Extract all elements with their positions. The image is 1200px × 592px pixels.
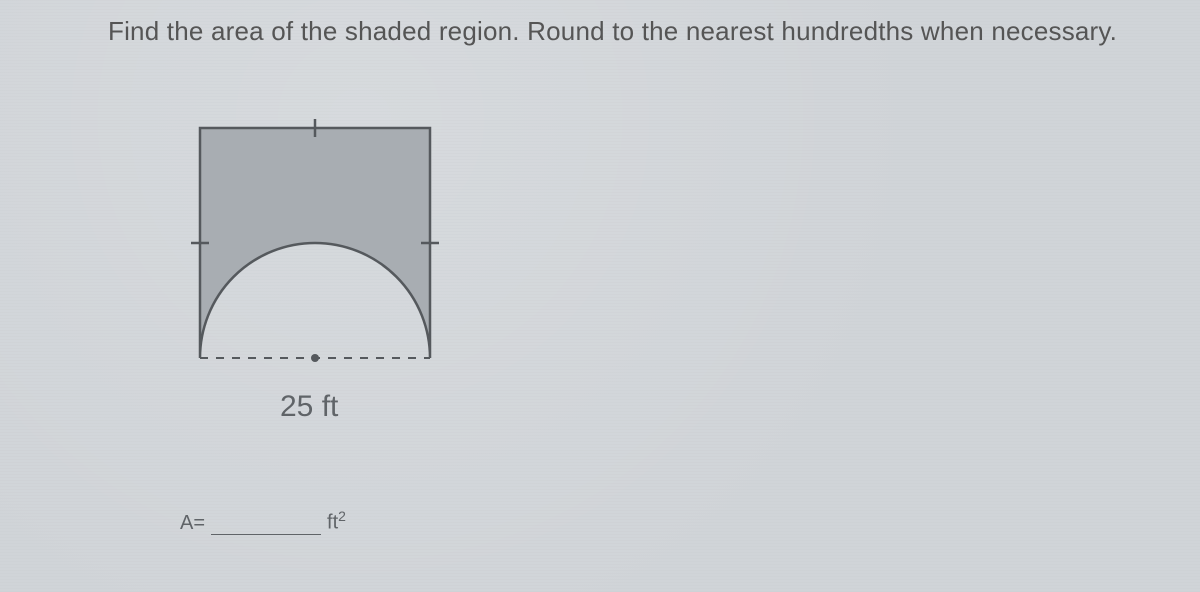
answer-prefix: A= bbox=[180, 512, 205, 535]
answer-blank[interactable] bbox=[211, 512, 321, 535]
question-text: Find the area of the shaded region. Roun… bbox=[108, 16, 1117, 47]
shaded-region-svg bbox=[175, 108, 455, 438]
answer-line: A= ft2 bbox=[180, 508, 346, 535]
answer-unit: ft2 bbox=[327, 508, 346, 535]
dimension-label: 25 ft bbox=[280, 390, 338, 424]
